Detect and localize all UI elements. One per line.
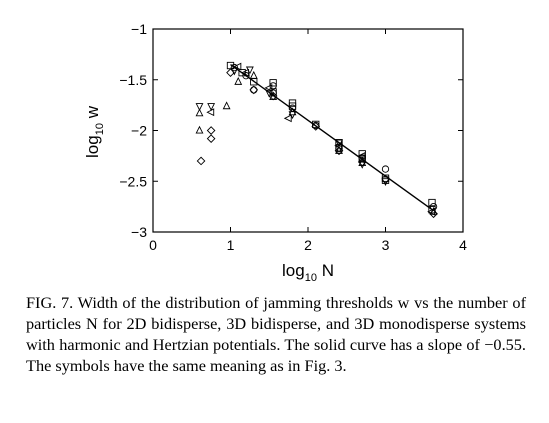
figure-caption: FIG. 7. Width of the distribution of jam…	[26, 293, 526, 375]
x-tick-label: 2	[304, 237, 312, 253]
data-points	[195, 61, 438, 219]
y-tick-label: −2.5	[119, 173, 147, 189]
data-point-triangle-down	[381, 178, 390, 187]
data-point-triangle-left	[283, 114, 292, 123]
data-point-circle	[269, 89, 277, 97]
x-axis-label: log10 N	[282, 261, 334, 284]
data-point-triangle-left	[357, 151, 366, 160]
x-tick-label: 3	[382, 237, 390, 253]
data-point-triangle-left	[241, 68, 250, 77]
data-point-diamond	[429, 209, 438, 219]
data-point-triangle-up	[222, 101, 231, 110]
data-point-diamond	[249, 85, 259, 95]
data-point-triangle-down	[207, 103, 216, 111]
data-point-diamond	[268, 91, 278, 101]
x-tick-label: 0	[149, 237, 157, 253]
y-axis-label: log10 w	[83, 105, 106, 158]
data-point-triangle-up	[335, 145, 343, 154]
data-point-square	[269, 79, 277, 87]
plot-frame	[152, 28, 464, 233]
data-point-diamond	[311, 122, 321, 131]
data-point-triangle-up	[195, 108, 204, 117]
data-point-diamond	[357, 157, 367, 167]
y-tick-label: −1	[131, 21, 147, 37]
data-point-circle	[381, 165, 390, 173]
data-point-diamond	[196, 156, 206, 166]
data-point-diamond	[206, 126, 216, 135]
data-point-triangle-down	[195, 103, 204, 111]
data-point-triangle-left	[206, 108, 215, 117]
x-tick-label: 4	[459, 237, 467, 253]
data-point-square	[428, 198, 436, 207]
data-point-triangle-left	[264, 83, 273, 92]
y-tick-label: −3	[131, 224, 147, 240]
x-tick-label: 1	[227, 237, 235, 253]
data-point-circle	[242, 72, 250, 80]
fit-line-segment	[230, 63, 434, 212]
data-point-triangle-up	[249, 70, 258, 79]
data-point-triangle-left	[233, 62, 242, 71]
data-point-triangle-up	[195, 125, 204, 134]
data-point-diamond	[206, 134, 216, 143]
fit-line	[230, 63, 434, 212]
data-point-triangle-up	[234, 76, 243, 85]
axis-ticks: 0 1 2 3 4 −3 −2.5 −2 −1.5 −1	[119, 21, 467, 253]
y-tick-label: −2	[131, 123, 147, 139]
data-point-square	[358, 150, 366, 158]
data-point-diamond	[226, 68, 235, 77]
data-point-diamond	[334, 146, 344, 156]
data-point-triangle-down	[265, 89, 274, 98]
data-point-circle	[250, 86, 258, 94]
scatter-plot: 0 1 2 3 4 −3 −2.5 −2 −1.5 −1 log10 N log10 w	[83, 21, 467, 284]
y-tick-label: −1.5	[119, 72, 147, 88]
